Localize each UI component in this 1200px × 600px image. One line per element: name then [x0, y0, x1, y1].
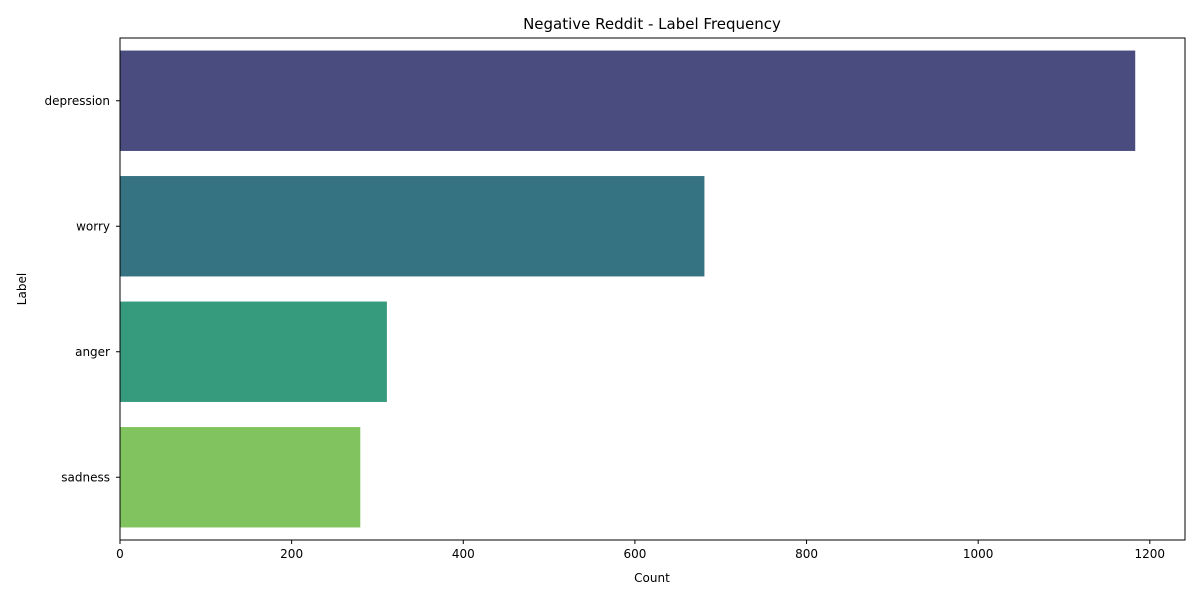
- bar-sadness: [120, 427, 361, 528]
- bar-worry: [120, 176, 705, 277]
- y-axis-title: Label: [15, 273, 29, 305]
- chart-title: Negative Reddit - Label Frequency: [523, 15, 781, 33]
- y-tick-label-worry: worry: [76, 219, 110, 233]
- x-tick-label: 800: [795, 547, 818, 561]
- y-axis-ticks: depression worry anger sadness: [45, 94, 120, 484]
- y-tick-label-depression: depression: [45, 94, 110, 108]
- bars-group: [120, 50, 1136, 528]
- y-tick-label-sadness: sadness: [61, 470, 110, 484]
- x-axis-ticks: 0 200 400 600 800 1000 1200: [116, 540, 1165, 561]
- bar-depression: [120, 50, 1136, 151]
- x-tick-label: 600: [623, 547, 646, 561]
- x-tick-label: 200: [280, 547, 303, 561]
- y-tick-label-anger: anger: [75, 345, 110, 359]
- x-tick-label: 0: [116, 547, 124, 561]
- bar-anger: [120, 301, 387, 402]
- x-tick-label: 400: [452, 547, 475, 561]
- plot-frame: [119, 37, 1186, 541]
- x-tick-label: 1200: [1135, 547, 1166, 561]
- x-tick-label: 1000: [963, 547, 994, 561]
- x-axis-title: Count: [634, 571, 670, 585]
